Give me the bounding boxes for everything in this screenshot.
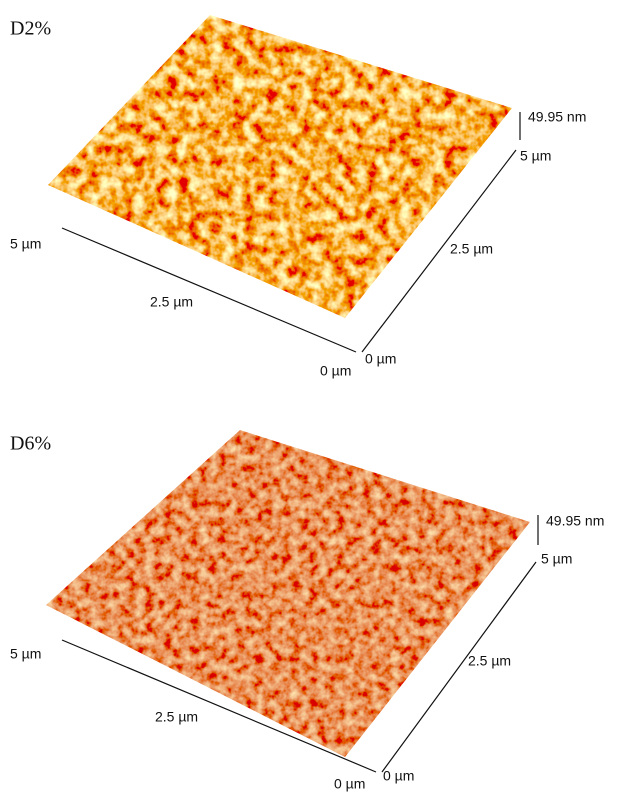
x-axis-end: 5 µm [10, 236, 41, 252]
afm-surface [40, 425, 535, 760]
y-axis-end: 5 µm [520, 148, 551, 164]
x-axis-end: 5 µm [10, 646, 41, 662]
z-label: 49.95 nm [528, 109, 586, 125]
y-axis-mid: 2.5 µm [450, 241, 493, 257]
y-axis-start: 0 µm [383, 768, 414, 784]
x-axis-start: 0 µm [334, 776, 365, 792]
x-axis-mid: 2.5 µm [150, 294, 193, 310]
x-axis-mid: 2.5 µm [155, 709, 198, 725]
panel-d2: D2% 5 µm 2.5 µm 0 µm 0 µm 2.5 µm 5 µm 49… [10, 10, 586, 379]
panel-d6: D6% 5 µm 2.5 µm 0 µm 0 µm 2.5 µm 5 µm 49… [10, 425, 604, 792]
y-axis-mid: 2.5 µm [468, 653, 511, 669]
y-axis-start: 0 µm [365, 351, 396, 367]
z-label: 49.95 nm [546, 513, 604, 529]
panel-label: D2% [10, 18, 51, 40]
x-axis-start: 0 µm [320, 363, 351, 379]
afm-surface [40, 10, 520, 330]
panel-label: D6% [10, 433, 51, 455]
figure: D2% 5 µm 2.5 µm 0 µm 0 µm 2.5 µm 5 µm 49… [0, 0, 632, 793]
y-axis-end: 5 µm [541, 551, 572, 567]
